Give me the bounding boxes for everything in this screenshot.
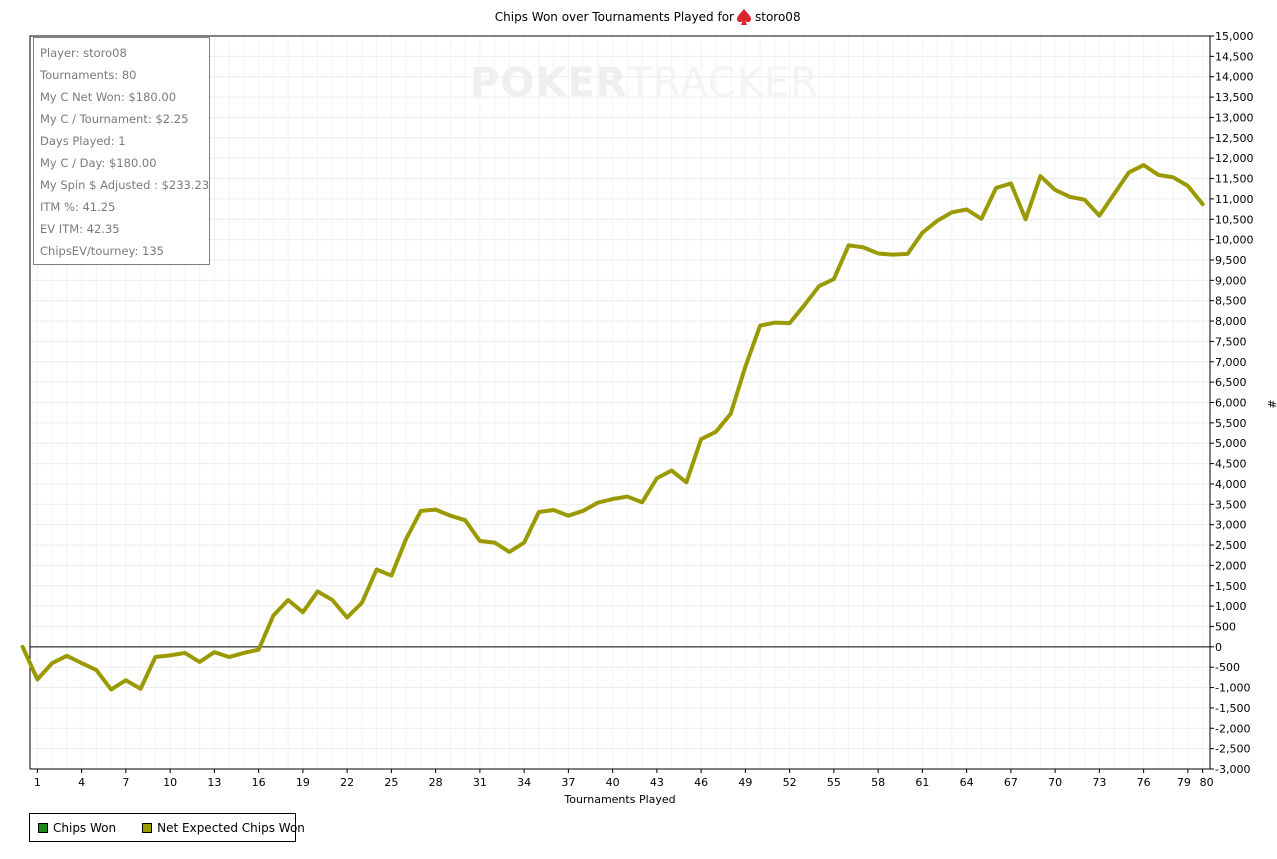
stat-line: ITM %: 41.25 <box>40 200 116 214</box>
chart-title-player: storo08 <box>755 10 801 24</box>
y-tick-label: 15,000 <box>1215 30 1254 43</box>
pokertracker-watermark: POKERTRACKER <box>470 60 819 106</box>
x-tick-label: 70 <box>1048 776 1062 789</box>
x-tick-label: 67 <box>1004 776 1018 789</box>
y-tick-label: -1,500 <box>1215 702 1250 715</box>
legend-label: Net Expected Chips Won <box>157 820 305 835</box>
y-tick-label: 5,000 <box>1215 437 1247 450</box>
y-tick-label: -2,500 <box>1215 743 1250 756</box>
stat-line: Tournaments: 80 <box>40 68 137 82</box>
chart-legend: Chips Won Net Expected Chips Won <box>29 813 305 842</box>
spade-icon <box>737 9 751 25</box>
x-tick-label: 25 <box>384 776 398 789</box>
stat-line: Days Played: 1 <box>40 134 126 148</box>
x-tick-label: 28 <box>429 776 443 789</box>
stat-line: My Spin $ Adjusted : $233.23 <box>40 178 210 192</box>
y-tick-label: 4,500 <box>1215 458 1247 471</box>
y-tick-label: -2,000 <box>1215 722 1250 735</box>
legend-swatch <box>142 822 153 833</box>
y-tick-label: 8,000 <box>1215 315 1247 328</box>
x-tick-label: 19 <box>296 776 310 789</box>
x-tick-label: 46 <box>694 776 708 789</box>
x-tick-label: 64 <box>960 776 974 789</box>
y-tick-label: -500 <box>1215 661 1240 674</box>
x-tick-label: 49 <box>738 776 752 789</box>
y-tick-label: 13,000 <box>1215 111 1254 124</box>
x-tick-label: 22 <box>340 776 354 789</box>
stats-box: Player: storo08 Tournaments: 80 My C Net W… <box>33 37 210 265</box>
y-tick-label: 11,000 <box>1215 193 1254 206</box>
y-tick-label: 1,500 <box>1215 580 1247 593</box>
y-tick-label: 14,500 <box>1215 50 1254 63</box>
y-tick-label: 500 <box>1215 620 1236 633</box>
y-tick-label: 10,000 <box>1215 234 1254 247</box>
series-line-net-expected-chips-won <box>20 163 1205 692</box>
y-tick-label: 10,500 <box>1215 213 1254 226</box>
x-tick-label: 37 <box>561 776 575 789</box>
y-tick-label: 0 <box>1215 641 1222 654</box>
y-tick-label: 14,000 <box>1215 71 1254 84</box>
y-tick-label: 9,500 <box>1215 254 1247 267</box>
y-tick-label: 3,000 <box>1215 519 1247 532</box>
y-tick-label: -3,000 <box>1215 763 1250 776</box>
y-tick-label: 3,500 <box>1215 498 1247 511</box>
x-tick-label: 16 <box>252 776 266 789</box>
legend-label: Chips Won <box>53 820 117 835</box>
x-tick-label: 13 <box>207 776 221 789</box>
y-tick-label: -1,000 <box>1215 682 1250 695</box>
y-tick-label: 8,500 <box>1215 295 1247 308</box>
x-tick-label: 4 <box>78 776 85 789</box>
y-tick-label: 2,000 <box>1215 559 1247 572</box>
x-tick-label: 80 <box>1200 776 1214 789</box>
legend-swatch <box>38 822 48 833</box>
x-tick-label: 61 <box>915 776 929 789</box>
stat-line: Player: storo08 <box>40 46 127 60</box>
y-tick-label: 6,000 <box>1215 397 1247 410</box>
x-tick-label: 76 <box>1137 776 1151 789</box>
chart-title: Chips Won over Tournaments Played for sto… <box>495 9 801 25</box>
stat-line: My C / Day: $180.00 <box>40 156 157 170</box>
stat-line: My C / Tournament: $2.25 <box>40 112 189 126</box>
y-tick-label: 5,500 <box>1215 417 1247 430</box>
y-tick-label: 13,500 <box>1215 91 1254 104</box>
x-tick-label: 1 <box>34 776 41 789</box>
x-tick-label: 52 <box>783 776 797 789</box>
x-tick-label: 34 <box>517 776 531 789</box>
y-tick-label: 2,500 <box>1215 539 1247 552</box>
x-axis-label: Tournaments Played <box>563 793 675 806</box>
y-tick-label: 7,000 <box>1215 356 1247 369</box>
y-tick-label: 12,000 <box>1215 152 1254 165</box>
x-tick-label: 73 <box>1092 776 1106 789</box>
x-tick-label: 7 <box>122 776 129 789</box>
y-tick-label: 1,000 <box>1215 600 1247 613</box>
y-tick-label: 9,000 <box>1215 274 1247 287</box>
x-tick-label: 43 <box>650 776 664 789</box>
y-tick-label: 12,500 <box>1215 132 1254 145</box>
legend-item: Net Expected Chips Won <box>142 821 305 835</box>
y-tick-label: 11,500 <box>1215 173 1254 186</box>
y-axis-label: # <box>1265 399 1277 408</box>
x-tick-label: 58 <box>871 776 885 789</box>
y-tick-label: 7,500 <box>1215 335 1247 348</box>
y-tick-label: 6,500 <box>1215 376 1247 389</box>
x-tick-label: 31 <box>473 776 487 789</box>
chart-title-prefix: Chips Won over Tournaments Played for <box>495 10 734 24</box>
stat-line: ChipsEV/tourney: 135 <box>40 244 164 258</box>
x-tick-label: 79 <box>1177 776 1191 789</box>
x-tick-label: 55 <box>827 776 841 789</box>
y-tick-label: 4,000 <box>1215 478 1247 491</box>
legend-item: Chips Won <box>38 821 116 835</box>
x-tick-label: 40 <box>606 776 620 789</box>
stat-line: EV ITM: 42.35 <box>40 222 120 236</box>
x-tick-label: 10 <box>163 776 177 789</box>
stat-line: My C Net Won: $180.00 <box>40 90 177 104</box>
